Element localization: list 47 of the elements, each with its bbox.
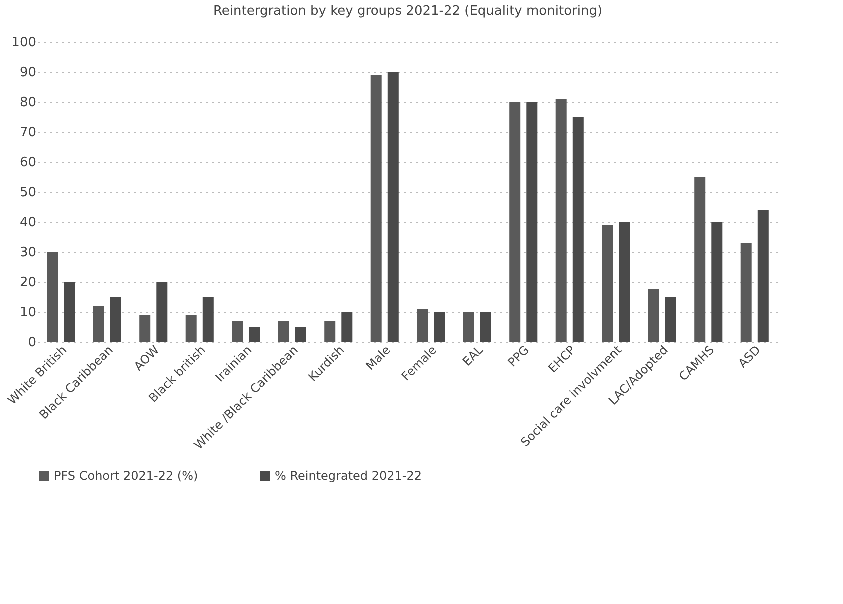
bar bbox=[278, 321, 290, 342]
bar bbox=[694, 177, 706, 342]
y-tick-label: 10 bbox=[20, 306, 36, 320]
bar bbox=[526, 102, 538, 342]
legend-label: PFS Cohort 2021-22 (%) bbox=[54, 469, 198, 483]
y-tick-label: 50 bbox=[20, 186, 36, 200]
bar bbox=[140, 315, 151, 342]
bar bbox=[619, 222, 630, 342]
bar bbox=[202, 297, 214, 342]
bar bbox=[64, 282, 76, 342]
bar bbox=[602, 225, 614, 342]
y-tick-label: 80 bbox=[20, 96, 36, 110]
chart-title: Reintergration by key groups 2021-22 (Equality monitoring) bbox=[213, 4, 603, 19]
y-tick-label: 40 bbox=[20, 216, 36, 230]
y-tick-label: 30 bbox=[20, 246, 36, 260]
bar bbox=[665, 297, 676, 342]
bar bbox=[295, 327, 306, 342]
bar bbox=[249, 327, 260, 342]
bar bbox=[186, 315, 197, 342]
bar bbox=[463, 312, 474, 342]
bar bbox=[156, 282, 168, 342]
bar bbox=[510, 102, 521, 342]
y-tick-label: 20 bbox=[20, 276, 36, 290]
bar bbox=[758, 210, 769, 342]
bar bbox=[572, 117, 584, 342]
legend-label: % Reintegrated 2021-22 bbox=[275, 469, 422, 483]
y-tick-label: 70 bbox=[20, 126, 36, 140]
y-tick-label: 0 bbox=[28, 336, 36, 350]
bar bbox=[388, 72, 399, 342]
bar bbox=[324, 321, 336, 342]
bar bbox=[417, 309, 428, 342]
bar bbox=[93, 306, 104, 342]
bar bbox=[342, 312, 353, 342]
bar bbox=[480, 312, 492, 342]
x-tick-label: EAL bbox=[460, 342, 486, 369]
bar bbox=[110, 297, 122, 342]
bar bbox=[648, 290, 660, 342]
bar bbox=[712, 222, 723, 342]
bar bbox=[232, 321, 244, 342]
bar bbox=[556, 99, 567, 342]
bar bbox=[47, 252, 58, 342]
y-tick-label: 90 bbox=[20, 66, 36, 80]
bar bbox=[740, 243, 752, 342]
y-tick-label: 60 bbox=[20, 156, 36, 170]
bar bbox=[434, 312, 446, 342]
bar bbox=[370, 75, 382, 342]
y-tick-label: 100 bbox=[12, 36, 36, 50]
